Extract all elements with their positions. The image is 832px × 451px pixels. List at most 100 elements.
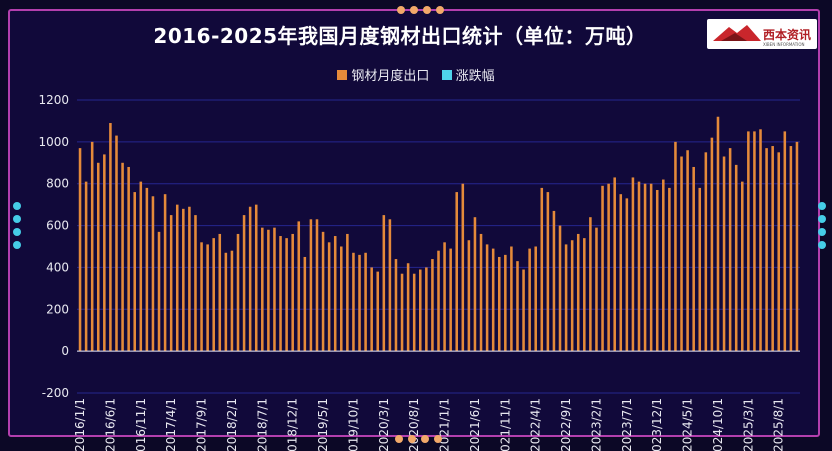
frame-dot [395,435,403,443]
bar [200,242,203,352]
bar [741,181,744,352]
x-tick-label: 2022/9/1 [559,398,573,451]
bar [589,217,592,352]
bar [601,185,604,352]
legend-label-change: 涨跌幅 [455,69,495,84]
bar [327,242,331,352]
x-tick-label: 2019/5/1 [316,398,330,451]
bar [789,146,793,352]
x-tick-label: 2021/6/1 [468,398,482,451]
y-tick-label: 800 [46,177,69,191]
legend-item-change[interactable]: 涨跌幅 [441,65,495,84]
bar [491,248,495,352]
bar [552,210,556,352]
bar [576,233,580,352]
bar [771,146,774,352]
x-tick-label: 2018/2/1 [225,398,239,451]
bar [236,233,240,352]
bar [273,227,276,352]
frame-dot [818,228,826,236]
bar [710,137,714,352]
bar [479,233,483,352]
bar [194,215,197,352]
bar [522,269,525,352]
bar [188,206,191,352]
bar [279,236,282,352]
bar [625,198,629,352]
x-tick-label: 2023/12/1 [650,398,664,451]
x-tick-label: 2016/11/1 [134,398,148,451]
bar [747,131,750,352]
x-tick-label: 2021/11/1 [498,398,512,451]
bar [595,227,598,352]
bar [716,116,720,352]
bar [145,187,149,352]
bar [400,273,404,352]
bar [267,229,270,352]
legend-swatch-change [441,69,452,80]
bar [680,156,683,352]
bar [467,240,471,352]
bar [109,123,112,352]
bar [583,238,586,352]
bar [139,181,143,352]
bar [662,179,665,352]
bar [631,177,635,352]
bar [418,269,422,352]
bar [722,156,726,352]
logo-subtext: XIBEN INFORMATION [763,42,805,47]
bar [734,164,738,352]
bar [649,183,653,352]
y-tick-label: -200 [42,386,69,400]
bar [686,150,689,352]
x-tick-label: 2019/10/1 [346,398,360,451]
frame-dot [818,202,826,210]
bar [558,225,562,352]
frame-dot [397,6,405,14]
bar [133,192,136,352]
bar [564,244,568,352]
bar [728,148,732,352]
bar [242,215,246,352]
bar [425,267,428,352]
bar [254,204,258,352]
bar [637,181,641,352]
logo: 西本资讯 XIBEN INFORMATION [707,19,817,49]
bar [382,215,386,352]
legend-item-export[interactable]: 钢材月度出口 [337,65,429,84]
frame-dot [408,435,416,443]
y-tick-label: 200 [46,302,69,316]
bar [431,259,434,352]
bar [206,244,209,352]
bar [212,238,215,352]
y-tick-label: 0 [61,344,69,358]
bar [309,219,313,352]
frame-dot [436,6,444,14]
y-axis: -200 0 200 400 600 800 1000 1200 [38,93,69,400]
bar [546,192,550,352]
bar [96,162,100,352]
x-tick-label: 2017/4/1 [164,398,178,451]
y-tick-label: 400 [46,260,69,274]
bar [364,252,367,352]
bar [668,187,671,352]
bar [613,177,616,352]
x-tick-label: 2024/10/1 [711,398,725,451]
bar [783,131,787,352]
x-tick-label: 2021/1/1 [438,398,452,451]
bar [248,206,252,352]
logo-graphic: 西本资讯 XIBEN INFORMATION [713,25,811,47]
x-tick-label: 2017/9/1 [195,398,209,451]
bar [765,148,768,352]
legend-label-export: 钢材月度出口 [351,69,430,84]
y-tick-label: 1000 [38,135,69,149]
bar [516,261,519,352]
frame-dot [13,241,21,249]
x-tick-label: 2016/1/1 [73,398,87,451]
x-tick-label: 2020/3/1 [377,398,391,451]
bar [182,208,185,352]
bar [151,196,155,352]
bar [473,217,477,352]
y-tick-label: 600 [46,219,69,233]
